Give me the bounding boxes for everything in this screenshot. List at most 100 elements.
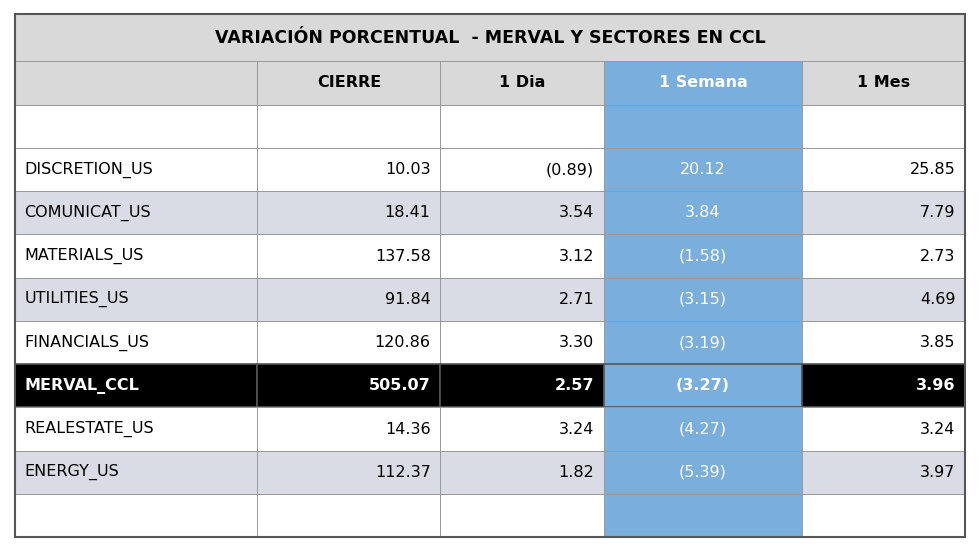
Bar [440, 234, 604, 278]
Bar [15, 234, 258, 278]
Bar [440, 191, 604, 234]
Text: 3.97: 3.97 [920, 465, 956, 480]
Text: 1 Semana: 1 Semana [659, 75, 748, 90]
Bar [440, 321, 604, 364]
Text: 7.79: 7.79 [920, 206, 956, 220]
Text: 3.24: 3.24 [559, 422, 594, 436]
Text: MATERIALS_US: MATERIALS_US [24, 248, 144, 264]
Bar [258, 234, 440, 278]
Bar [15, 14, 965, 61]
Bar [604, 191, 802, 234]
Text: 4.69: 4.69 [920, 292, 956, 307]
Bar [802, 451, 965, 494]
Bar [440, 148, 604, 191]
Text: (3.15): (3.15) [679, 292, 727, 307]
Bar [604, 61, 802, 105]
Text: 3.85: 3.85 [920, 335, 956, 350]
Bar [604, 321, 802, 364]
Bar [15, 407, 258, 451]
Bar [258, 494, 440, 537]
Text: CIERRE: CIERRE [317, 75, 381, 90]
Text: VARIACIÓN PORCENTUAL  - MERVAL Y SECTORES EN CCL: VARIACIÓN PORCENTUAL - MERVAL Y SECTORES… [215, 29, 765, 47]
Text: MERVAL_CCL: MERVAL_CCL [24, 378, 139, 394]
Bar [440, 494, 604, 537]
Text: UTILITIES_US: UTILITIES_US [24, 291, 129, 307]
Text: 25.85: 25.85 [909, 162, 956, 177]
Bar [15, 364, 258, 407]
Bar [258, 148, 440, 191]
Bar [802, 494, 965, 537]
Bar [258, 407, 440, 451]
Bar [15, 191, 258, 234]
Bar [802, 321, 965, 364]
Bar [802, 234, 965, 278]
Bar [604, 407, 802, 451]
Text: 10.03: 10.03 [385, 162, 430, 177]
Text: 2.71: 2.71 [559, 292, 594, 307]
Text: 14.36: 14.36 [385, 422, 430, 436]
Text: 91.84: 91.84 [385, 292, 430, 307]
Bar [604, 278, 802, 321]
Text: (4.27): (4.27) [679, 422, 727, 436]
Text: 1 Mes: 1 Mes [858, 75, 910, 90]
Bar [802, 364, 965, 407]
Text: 2.73: 2.73 [920, 249, 956, 263]
Text: ENERGY_US: ENERGY_US [24, 464, 120, 480]
Bar [802, 61, 965, 105]
Text: 112.37: 112.37 [374, 465, 430, 480]
Text: 137.58: 137.58 [374, 249, 430, 263]
Bar [15, 61, 258, 105]
Bar [440, 451, 604, 494]
Bar [15, 148, 258, 191]
Text: REALESTATE_US: REALESTATE_US [24, 421, 154, 437]
Bar [440, 364, 604, 407]
Text: 2.57: 2.57 [555, 379, 594, 393]
Text: 20.12: 20.12 [680, 162, 726, 177]
Bar [802, 105, 965, 148]
Bar [258, 191, 440, 234]
Text: 3.30: 3.30 [559, 335, 594, 350]
Bar [802, 407, 965, 451]
Text: 3.54: 3.54 [559, 206, 594, 220]
Text: 18.41: 18.41 [385, 206, 430, 220]
Text: 3.12: 3.12 [559, 249, 594, 263]
Bar [440, 407, 604, 451]
Bar [258, 364, 440, 407]
Bar [258, 61, 440, 105]
Text: FINANCIALS_US: FINANCIALS_US [24, 334, 150, 350]
Bar [802, 278, 965, 321]
Text: DISCRETION_US: DISCRETION_US [24, 161, 153, 177]
Text: 1 Dia: 1 Dia [499, 75, 545, 90]
Bar [15, 494, 258, 537]
Bar [258, 278, 440, 321]
Bar [15, 278, 258, 321]
Bar [604, 364, 802, 407]
Bar [604, 148, 802, 191]
Text: 120.86: 120.86 [374, 335, 430, 350]
Text: 3.96: 3.96 [916, 379, 956, 393]
Bar [802, 191, 965, 234]
Bar [15, 451, 258, 494]
Text: 3.24: 3.24 [920, 422, 956, 436]
Text: (0.89): (0.89) [546, 162, 594, 177]
Bar [604, 105, 802, 148]
Bar [15, 321, 258, 364]
Bar [440, 278, 604, 321]
Text: (1.58): (1.58) [679, 249, 727, 263]
Text: (5.39): (5.39) [679, 465, 727, 480]
Bar [604, 494, 802, 537]
Bar [258, 321, 440, 364]
Bar [258, 451, 440, 494]
Bar [440, 105, 604, 148]
Text: (3.27): (3.27) [676, 379, 730, 393]
Text: 505.07: 505.07 [368, 379, 430, 393]
Bar [604, 451, 802, 494]
Bar [440, 61, 604, 105]
Bar [15, 105, 258, 148]
Text: 3.84: 3.84 [685, 206, 720, 220]
Text: COMUNICAT_US: COMUNICAT_US [24, 204, 151, 221]
Bar [258, 105, 440, 148]
Bar [604, 234, 802, 278]
Text: (3.19): (3.19) [679, 335, 727, 350]
Bar [802, 148, 965, 191]
